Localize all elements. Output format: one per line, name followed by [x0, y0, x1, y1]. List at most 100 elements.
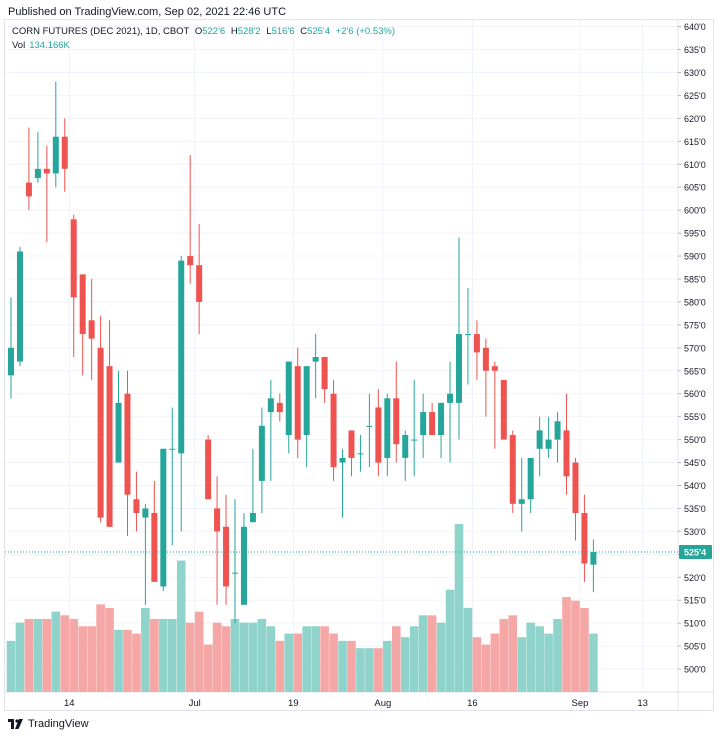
candle-body[interactable] — [411, 439, 418, 441]
volume-bar — [284, 633, 294, 692]
candle-body[interactable] — [321, 357, 328, 390]
candle-body[interactable] — [240, 526, 247, 605]
candle-body[interactable] — [88, 320, 95, 339]
candle-body[interactable] — [151, 513, 158, 582]
candle-body[interactable] — [249, 513, 256, 523]
candle-body[interactable] — [312, 357, 319, 362]
volume-bar — [167, 618, 177, 692]
candle-body[interactable] — [16, 251, 23, 362]
candle-body[interactable] — [518, 499, 525, 504]
candle-body[interactable] — [500, 379, 507, 440]
candle-body[interactable] — [124, 393, 131, 495]
candle-body[interactable] — [142, 508, 149, 518]
candle-body[interactable] — [348, 430, 355, 458]
candle-body[interactable] — [276, 402, 283, 413]
candle-body[interactable] — [285, 361, 292, 436]
candle-body[interactable] — [482, 347, 489, 371]
candle-body[interactable] — [303, 366, 310, 436]
candle-body[interactable] — [491, 366, 498, 371]
candle-body[interactable] — [438, 402, 445, 436]
candle-body[interactable] — [25, 182, 32, 197]
x-tick-label: Sep — [572, 698, 589, 709]
volume-bar — [356, 648, 365, 692]
legend-close: 525'4 — [307, 26, 331, 37]
candle-body[interactable] — [339, 457, 346, 463]
legend-high: 528'2 — [237, 26, 261, 37]
candle-body[interactable] — [456, 334, 462, 403]
candle-body[interactable] — [375, 407, 382, 463]
candle-body[interactable] — [420, 412, 427, 436]
candle-body[interactable] — [160, 448, 167, 587]
chart-legend: CORN FUTURES (DEC 2021), 1D, CBOT O522'6… — [12, 26, 395, 37]
candle-body[interactable] — [205, 439, 212, 500]
candle-body[interactable] — [115, 402, 122, 463]
candle-body[interactable] — [563, 430, 570, 477]
candle-body[interactable] — [473, 334, 480, 353]
volume-bar — [347, 640, 356, 692]
candle-body[interactable] — [258, 425, 265, 481]
candle-body[interactable] — [554, 421, 561, 440]
candle-body[interactable] — [169, 448, 176, 450]
candle-body[interactable] — [8, 347, 14, 376]
volume-bar — [24, 618, 34, 692]
candle-body[interactable] — [509, 435, 516, 504]
candle-body[interactable] — [61, 136, 68, 169]
candle-body[interactable] — [384, 398, 391, 458]
candle-body[interactable] — [393, 398, 400, 445]
volume-bar — [123, 629, 132, 692]
candle-body[interactable] — [590, 552, 597, 565]
volume-bar — [230, 618, 240, 692]
candle-body[interactable] — [214, 508, 221, 532]
volume-bar — [176, 560, 186, 692]
volume-bar — [454, 524, 464, 692]
candle-body[interactable] — [572, 462, 579, 514]
y-tick-label: 510'0 — [684, 619, 706, 629]
candle-body[interactable] — [330, 393, 337, 468]
candle-body[interactable] — [536, 430, 543, 449]
candle-body[interactable] — [70, 219, 77, 298]
candle-body[interactable] — [223, 526, 230, 587]
volume-bar — [526, 622, 535, 692]
x-tick-label: Aug — [374, 698, 391, 709]
volume-bar — [105, 608, 114, 692]
candle-body[interactable] — [79, 274, 86, 335]
x-tick-label: 19 — [288, 698, 299, 709]
y-tick-label: 625'0 — [684, 91, 706, 101]
volume-bar — [365, 648, 374, 692]
candle-body[interactable] — [294, 366, 301, 440]
volume-bar — [508, 615, 518, 692]
candle-body[interactable] — [133, 499, 140, 514]
volume-bar — [221, 626, 231, 692]
candle-body[interactable] — [52, 136, 59, 174]
candle-body[interactable] — [464, 334, 471, 336]
candle-body[interactable] — [545, 439, 552, 449]
candle-body[interactable] — [178, 260, 185, 454]
candle-body[interactable] — [187, 256, 194, 266]
candle-body[interactable] — [402, 435, 409, 458]
candle-body[interactable] — [429, 412, 436, 436]
candle-body[interactable] — [357, 453, 364, 455]
candle-body[interactable] — [581, 513, 588, 564]
candle-body[interactable] — [366, 425, 373, 427]
y-tick-label: 515'0 — [684, 596, 706, 606]
candle-body[interactable] — [232, 572, 238, 574]
candle-body[interactable] — [447, 393, 454, 403]
candle-body[interactable] — [196, 265, 203, 302]
tradingview-brand[interactable]: TradingView — [8, 718, 89, 730]
brand-name: TradingView — [28, 718, 89, 730]
candle-body[interactable] — [97, 347, 104, 518]
y-tick-label: 635'0 — [684, 45, 706, 55]
volume-bar — [132, 633, 141, 692]
y-tick-label: 530'0 — [684, 527, 706, 537]
candle-body[interactable] — [106, 366, 113, 527]
candle-body[interactable] — [34, 168, 41, 179]
candle-body[interactable] — [527, 457, 534, 500]
candle-body[interactable] — [43, 168, 50, 174]
volume-bar — [78, 626, 87, 692]
volume-bar — [114, 629, 123, 692]
volume-bar — [562, 597, 571, 692]
volume-bar — [96, 604, 105, 692]
candle-body[interactable] — [267, 398, 274, 413]
x-tick-label: 14 — [64, 698, 75, 709]
